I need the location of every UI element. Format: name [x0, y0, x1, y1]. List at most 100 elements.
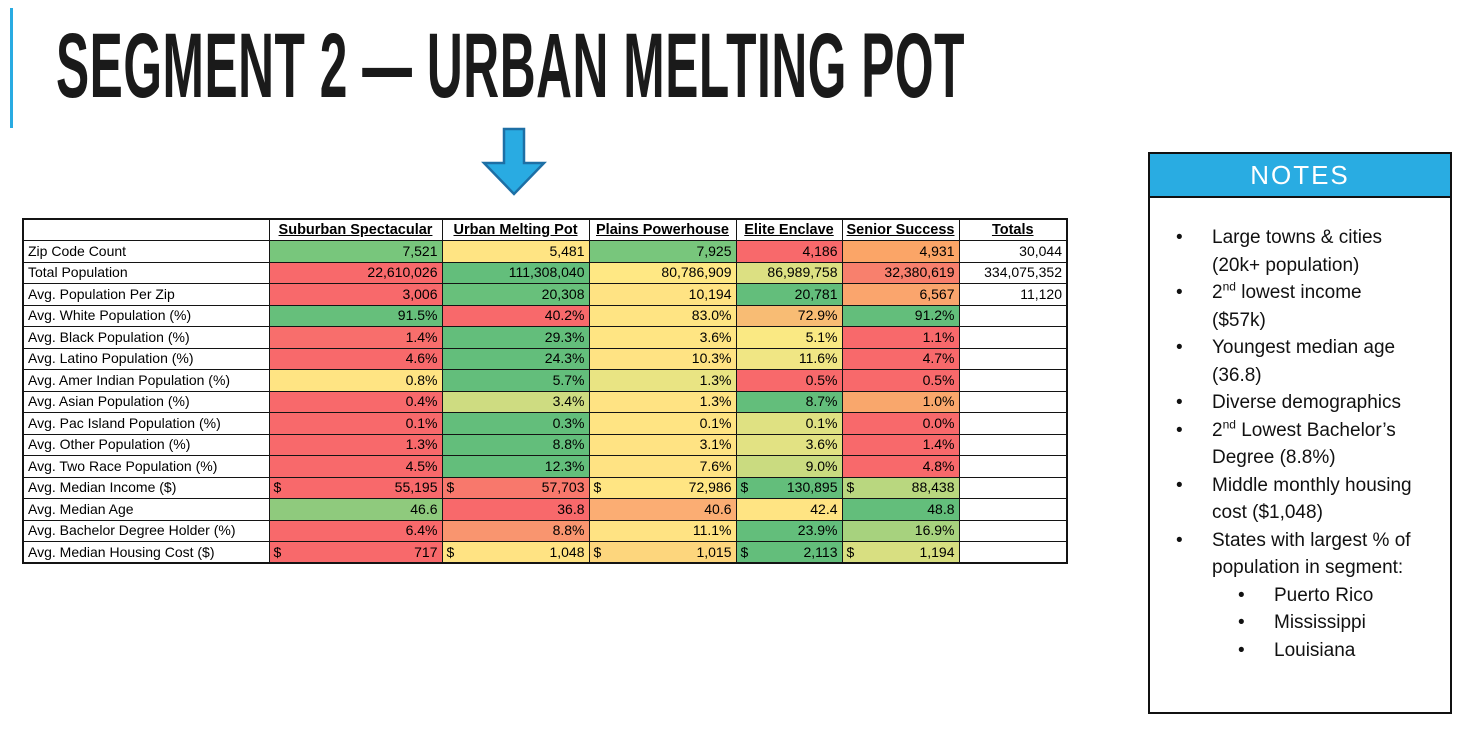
table-cell: [958, 390, 1068, 413]
table-cell: 0.4%: [268, 390, 443, 413]
dollar-sign: $: [273, 543, 282, 560]
table-cell: 40.6: [588, 498, 737, 521]
table-row: Avg. Median Age 46.6 36.8 40.6 42.4 48.8: [22, 498, 1068, 521]
dollar-sign: $: [273, 479, 282, 496]
table-cell: 36.8: [441, 498, 590, 521]
table-cell: 8.8%: [441, 519, 590, 542]
table-row: Avg. Median Housing Cost ($) $717 $1,048 $1…: [22, 541, 1068, 564]
row-label: Avg. Pac Island Population (%): [22, 412, 270, 435]
table-cell: $717: [268, 541, 443, 564]
table-cell: [958, 347, 1068, 370]
note-text: Mississippi: [1274, 612, 1366, 633]
table-row: Avg. Population Per Zip 3,006 20,308 10,194…: [22, 283, 1068, 306]
table-cell: 30,044: [958, 240, 1068, 263]
table-cell: 23.9%: [735, 519, 843, 542]
table-row: Zip Code Count 7,521 5,481 7,925 4,186 4,931 3…: [22, 240, 1068, 263]
table-cell: 9.0%: [735, 455, 843, 478]
dollar-sign: $: [593, 543, 602, 560]
table-cell: $130,895: [735, 476, 843, 499]
column-header: Elite Enclave: [735, 218, 843, 241]
table-cell: 24.3%: [441, 347, 590, 370]
table-row: Total Population 22,610,026 111,308,040 80,…: [22, 261, 1068, 284]
table-cell: 7.6%: [588, 455, 737, 478]
table-cell: 7,925: [588, 240, 737, 263]
note-item: • Mississippi: [1150, 609, 1450, 637]
table-cell: 11.6%: [735, 347, 843, 370]
bullet-icon: •: [1238, 612, 1245, 633]
table-corner-cell: [22, 218, 270, 241]
table-cell: 4.5%: [268, 455, 443, 478]
table-cell: 0.0%: [841, 412, 960, 435]
table-cell: [958, 412, 1068, 435]
note-text: Diverse demographics: [1212, 392, 1402, 413]
table-cell: 10.3%: [588, 347, 737, 370]
note-item: • Youngest median age (36.8): [1150, 334, 1450, 389]
table-cell: [958, 369, 1068, 392]
table-cell: 12.3%: [441, 455, 590, 478]
dollar-sign: $: [846, 479, 855, 496]
table-cell: 4,186: [735, 240, 843, 263]
row-label: Avg. Latino Population (%): [22, 347, 270, 370]
table-row: Avg. Median Income ($) $55,195 $57,703 $72,…: [22, 476, 1068, 499]
table-cell: 91.5%: [268, 304, 443, 327]
table-cell: 6.4%: [268, 519, 443, 542]
table-cell: 3.1%: [588, 433, 737, 456]
bullet-icon: •: [1176, 529, 1183, 551]
note-text: 2nd lowest income ($57k): [1212, 279, 1362, 331]
notes-panel: NOTES • Large towns & cities (20k+ popula…: [1148, 152, 1452, 714]
table-header-row: Suburban Spectacular Urban Melting Pot Pla…: [22, 218, 1068, 241]
table-cell: [958, 433, 1068, 456]
notes-list: • Large towns & cities (20k+ population) •…: [1150, 224, 1450, 664]
table-cell: 8.7%: [735, 390, 843, 413]
table-row: Avg. Bachelor Degree Holder (%) 6.4% 8.8% 1…: [22, 519, 1068, 542]
row-label: Avg. Black Population (%): [22, 326, 270, 349]
table-cell: 3,006: [268, 283, 443, 306]
table-cell: $72,986: [588, 476, 737, 499]
row-label: Avg. Two Race Population (%): [22, 455, 270, 478]
column-header: Suburban Spectacular: [268, 218, 443, 241]
note-text: States with largest % of population in s…: [1212, 529, 1411, 579]
table-cell: [958, 519, 1068, 542]
note-text: Middle monthly housing cost ($1,048): [1212, 474, 1412, 524]
row-label: Avg. Population Per Zip: [22, 283, 270, 306]
table-cell: 0.8%: [268, 369, 443, 392]
table-cell: 8.8%: [441, 433, 590, 456]
table-cell: 0.3%: [441, 412, 590, 435]
table-cell: $2,113: [735, 541, 843, 564]
note-item: • Louisiana: [1150, 637, 1450, 665]
row-label: Zip Code Count: [22, 240, 270, 263]
table-cell: 111,308,040: [441, 261, 590, 284]
note-item: • Diverse demographics: [1150, 389, 1450, 417]
table-cell: $88,438: [841, 476, 960, 499]
table-row: Avg. Black Population (%) 1.4% 29.3% 3.6% 5.…: [22, 326, 1068, 349]
row-label: Avg. Other Population (%): [22, 433, 270, 456]
table-cell: [958, 304, 1068, 327]
table-cell: 10,194: [588, 283, 737, 306]
note-item: • States with largest % of population in …: [1150, 527, 1450, 582]
table-row: Avg. Two Race Population (%) 4.5% 12.3% 7.6…: [22, 455, 1068, 478]
table-cell: 4.8%: [841, 455, 960, 478]
bullet-icon: •: [1176, 419, 1183, 441]
notes-title: NOTES: [1250, 159, 1350, 190]
note-text: Large towns & cities (20k+ population): [1212, 227, 1383, 276]
table-row: Avg. Pac Island Population (%) 0.1% 0.3% 0.…: [22, 412, 1068, 435]
table-cell: 0.1%: [588, 412, 737, 435]
table-cell: 6,567: [841, 283, 960, 306]
table-cell: 11.1%: [588, 519, 737, 542]
table-cell: $55,195: [268, 476, 443, 499]
note-text: 2nd Lowest Bachelor’s Degree (8.8%): [1212, 417, 1396, 468]
table-cell: 48.8: [841, 498, 960, 521]
table-cell: 3.4%: [441, 390, 590, 413]
table-cell: 4.7%: [841, 347, 960, 370]
table-cell: 5,481: [441, 240, 590, 263]
table-cell: 1.0%: [841, 390, 960, 413]
table-cell: 91.2%: [841, 304, 960, 327]
table-cell: 72.9%: [735, 304, 843, 327]
table-cell: 1.4%: [268, 326, 443, 349]
row-label: Avg. Median Age: [22, 498, 270, 521]
table-row: Avg. White Population (%) 91.5% 40.2% 83.0%…: [22, 304, 1068, 327]
bullet-icon: •: [1176, 337, 1183, 358]
column-header: Totals: [958, 218, 1068, 241]
table-cell: 334,075,352: [958, 261, 1068, 284]
dollar-sign: $: [740, 543, 749, 560]
